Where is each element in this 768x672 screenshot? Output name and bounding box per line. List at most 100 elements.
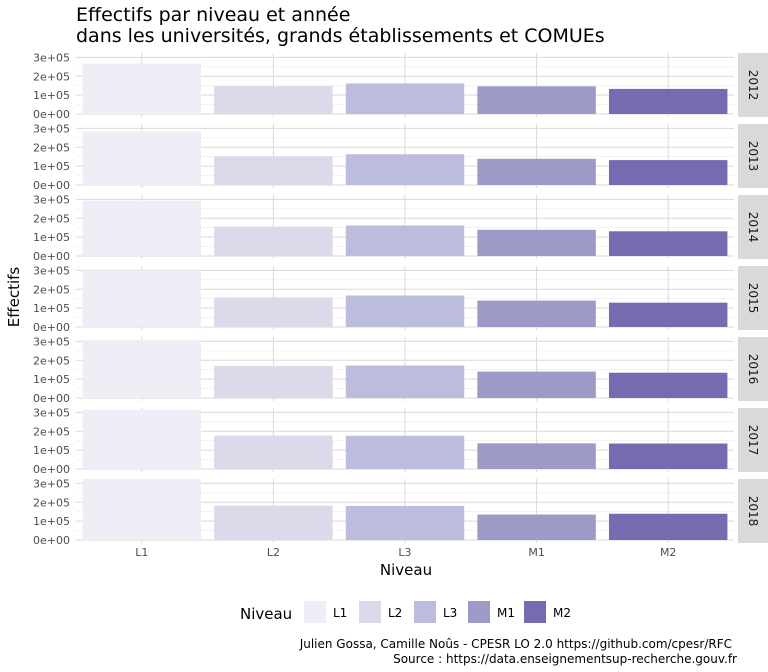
bar-2014-L1 xyxy=(82,200,202,256)
bar-2015-M2 xyxy=(608,302,728,327)
x-axis: L1 L2 L3 M1 M2 xyxy=(135,546,676,559)
facet-panel-2013: 0e+00 1e+05 2e+05 3e+05 2013 xyxy=(33,122,768,192)
legend-label: M1 xyxy=(497,606,515,620)
bar-2015-M1 xyxy=(477,300,596,327)
y-tick-label: 1e+05 xyxy=(33,444,70,457)
bar-2015-L2 xyxy=(214,297,333,327)
facet-panel-2012: 0e+00 1e+05 2e+05 3e+05 2012 xyxy=(33,51,768,121)
facet-panel-2017: 0e+00 1e+05 2e+05 3e+05 2017 xyxy=(33,406,768,476)
legend-label: M2 xyxy=(553,606,571,620)
y-tick-label: 0e+00 xyxy=(33,179,70,192)
bar-2014-L2 xyxy=(214,226,333,256)
facet-strip-2013 xyxy=(738,124,768,188)
bar-2016-L1 xyxy=(82,340,202,398)
caption-line-1: Julien Gossa, Camille Noûs - CPESR LO 2.… xyxy=(299,637,732,651)
legend-key-M2 xyxy=(524,601,546,623)
bar-2014-L3 xyxy=(345,225,465,256)
x-axis-title: Niveau xyxy=(380,561,432,579)
y-tick-label: 2e+05 xyxy=(33,354,70,367)
facet-panel-2018: 0e+00 1e+05 2e+05 3e+05 2018 xyxy=(33,477,768,547)
y-tick-label: 3e+05 xyxy=(33,193,70,206)
bar-2018-M1 xyxy=(477,514,596,540)
legend-key-L1 xyxy=(304,601,326,623)
bar-2018-L2 xyxy=(214,505,333,540)
y-tick-label: 3e+05 xyxy=(33,335,70,348)
y-tick-label: 2e+05 xyxy=(33,283,70,296)
y-tick-label: 0e+00 xyxy=(33,392,70,405)
y-tick-label: 1e+05 xyxy=(33,515,70,528)
bar-2016-M2 xyxy=(608,372,728,398)
chart-title-line-1: Effectifs par niveau et année xyxy=(76,4,350,26)
facet-panels: 0e+00 1e+05 2e+05 3e+05 2012 0e+00 1e+05 2e+05 3… xyxy=(33,51,768,547)
caption-line-2: Source : https://data.enseignementsup-re… xyxy=(393,652,737,666)
bar-2015-L1 xyxy=(82,270,202,327)
bar-2012-M1 xyxy=(477,86,596,114)
legend: Niveau L1 L2 L3 M1 M2 xyxy=(240,601,571,623)
bar-2013-L2 xyxy=(214,156,333,185)
facet-strip-2018 xyxy=(738,479,768,543)
y-tick-label: 2e+05 xyxy=(33,425,70,438)
facet-panel-2015: 0e+00 1e+05 2e+05 3e+05 2015 xyxy=(33,264,768,334)
facet-strip-label: 2016 xyxy=(746,354,760,385)
bar-2017-L2 xyxy=(214,435,333,469)
bar-2018-L3 xyxy=(345,505,465,540)
bar-2013-L1 xyxy=(82,131,202,185)
y-axis-title: Effectifs xyxy=(5,267,23,328)
y-tick-label: 1e+05 xyxy=(33,302,70,315)
facet-panel-2016: 0e+00 1e+05 2e+05 3e+05 2016 xyxy=(33,335,768,405)
facet-strip-2016 xyxy=(738,337,768,401)
facet-strip-2012 xyxy=(738,53,768,117)
y-tick-label: 2e+05 xyxy=(33,141,70,154)
bar-2015-L3 xyxy=(345,295,465,327)
legend-label: L1 xyxy=(333,606,347,620)
legend-key-L2 xyxy=(359,601,381,623)
y-tick-label: 0e+00 xyxy=(33,250,70,263)
legend-key-L3 xyxy=(414,601,436,623)
bar-2018-L1 xyxy=(82,479,202,540)
bar-2014-M2 xyxy=(608,231,728,256)
bar-2017-M2 xyxy=(608,443,728,469)
facet-strip-label: 2017 xyxy=(746,425,760,456)
y-tick-label: 2e+05 xyxy=(33,496,70,509)
y-tick-label: 3e+05 xyxy=(33,122,70,135)
bar-2012-L2 xyxy=(214,86,333,114)
bar-2017-L1 xyxy=(82,409,202,469)
y-tick-label: 1e+05 xyxy=(33,160,70,173)
facet-strip-label: 2014 xyxy=(746,212,760,243)
facet-strip-2017 xyxy=(738,408,768,472)
x-tick-label: L2 xyxy=(267,546,280,559)
chart-title-line-2: dans les universités, grands établisseme… xyxy=(76,25,605,47)
y-tick-label: 2e+05 xyxy=(33,70,70,83)
bar-2013-M2 xyxy=(608,160,728,185)
x-tick-label: L3 xyxy=(398,546,411,559)
bar-2013-L3 xyxy=(345,154,465,185)
facet-strip-2015 xyxy=(738,266,768,330)
legend-label: L2 xyxy=(388,606,402,620)
bar-2016-L3 xyxy=(345,365,465,398)
bar-2017-M1 xyxy=(477,443,596,469)
y-tick-label: 3e+05 xyxy=(33,406,70,419)
bar-2012-M2 xyxy=(608,88,728,114)
y-tick-label: 3e+05 xyxy=(33,477,70,490)
y-tick-label: 1e+05 xyxy=(33,231,70,244)
y-tick-label: 0e+00 xyxy=(33,321,70,334)
legend-label: L3 xyxy=(443,606,457,620)
bar-2016-L2 xyxy=(214,365,333,398)
facet-strip-label: 2018 xyxy=(746,496,760,527)
x-tick-label: M1 xyxy=(528,546,545,559)
y-tick-label: 0e+00 xyxy=(33,108,70,121)
y-tick-label: 1e+05 xyxy=(33,373,70,386)
facet-strip-label: 2015 xyxy=(746,283,760,314)
y-tick-label: 1e+05 xyxy=(33,89,70,102)
y-tick-label: 2e+05 xyxy=(33,212,70,225)
x-tick-label: M2 xyxy=(660,546,677,559)
facet-strip-2014 xyxy=(738,195,768,259)
bar-2018-M2 xyxy=(608,513,728,540)
legend-key-M1 xyxy=(468,601,490,623)
bar-2012-L3 xyxy=(345,83,465,114)
y-tick-label: 0e+00 xyxy=(33,463,70,476)
y-tick-label: 3e+05 xyxy=(33,51,70,64)
bar-2017-L3 xyxy=(345,435,465,469)
legend-title: Niveau xyxy=(240,605,292,623)
